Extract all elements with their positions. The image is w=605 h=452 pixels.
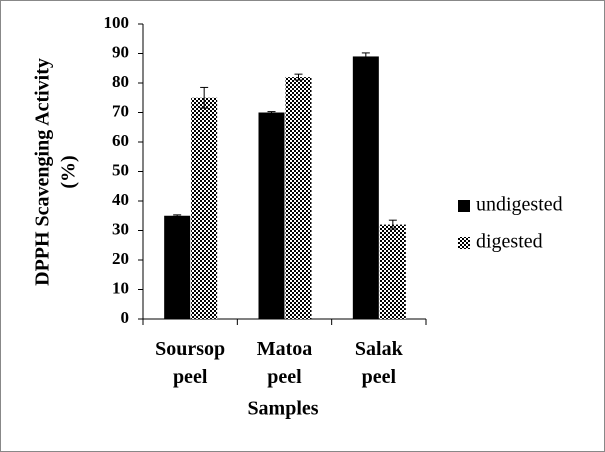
x-axis-title: Samples xyxy=(247,398,318,420)
x-tick-label: Soursop peel xyxy=(155,338,225,388)
y-tick-label: 50 xyxy=(112,160,129,179)
y-tick-label: 70 xyxy=(112,101,129,120)
legend-swatch xyxy=(458,200,470,212)
y-tick-label: 100 xyxy=(104,13,130,32)
y-tick-label: 30 xyxy=(112,219,129,238)
y-tick-label: 60 xyxy=(112,131,129,150)
error-bar xyxy=(200,86,209,109)
y-tick-label: 40 xyxy=(112,190,129,209)
bar xyxy=(191,97,218,319)
error-bar xyxy=(361,52,370,61)
error-bar xyxy=(388,219,397,230)
bar xyxy=(164,215,191,319)
bar xyxy=(258,112,285,319)
y-tick-label: 20 xyxy=(112,249,129,268)
y-axis-title: DPPH Scavenging Activity (%) xyxy=(32,58,80,286)
legend-swatch xyxy=(458,237,470,249)
error-bar xyxy=(294,73,303,81)
legend-label: digested xyxy=(476,231,543,253)
y-tick-label: 10 xyxy=(112,278,129,297)
y-axis-title-line: (%) xyxy=(58,155,80,188)
bar xyxy=(285,77,312,319)
y-tick-label: 90 xyxy=(112,42,129,61)
error-bar xyxy=(267,111,276,114)
bar xyxy=(379,224,406,319)
y-tick-label: 0 xyxy=(121,308,130,327)
y-tick-label: 80 xyxy=(112,72,129,91)
error-bar xyxy=(173,214,182,218)
y-axis-title-line: DPPH Scavenging Activity xyxy=(32,58,54,286)
x-tick-label: Matoa peel xyxy=(257,338,313,388)
bar xyxy=(352,56,379,319)
x-tick-label: Salak peel xyxy=(355,338,404,388)
legend-label: undigested xyxy=(476,194,563,216)
